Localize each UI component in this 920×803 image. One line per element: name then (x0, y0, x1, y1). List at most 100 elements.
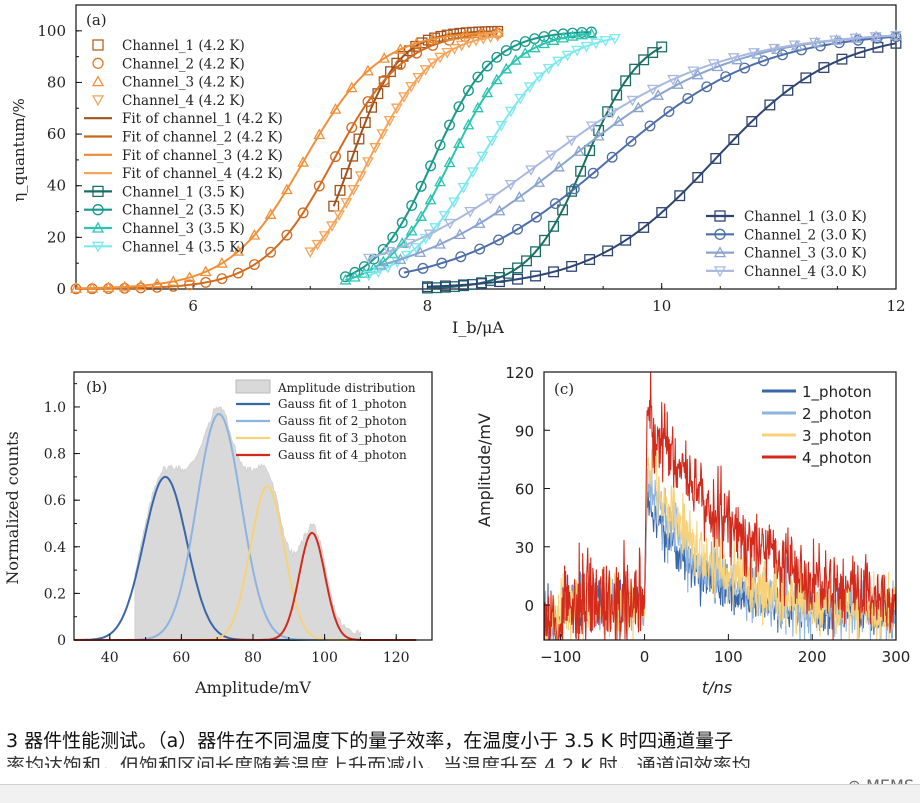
a-data-point (434, 52, 446, 64)
a-data-point (385, 66, 396, 78)
b-xlabel: Amplitude/mV (194, 678, 311, 697)
a-data-point (417, 262, 429, 274)
b-panel-label: (b) (86, 378, 107, 396)
a-data-point (374, 259, 387, 270)
c-legend-label: 4_photon (802, 449, 872, 468)
a-data-point (423, 229, 436, 241)
a-data-point (533, 72, 546, 84)
a-data-point (410, 37, 423, 48)
a-data-point (394, 253, 407, 264)
a-data-point (471, 101, 484, 113)
a-right-legend-marker (713, 246, 727, 258)
a-data-point (425, 160, 437, 172)
a-data-point (183, 271, 196, 282)
c-trace (543, 371, 897, 641)
a-data-point (403, 238, 416, 250)
a-data-point (326, 221, 338, 232)
a-data-point (504, 106, 517, 118)
a-data-point (443, 30, 455, 41)
a-series-line (368, 37, 616, 277)
a-data-point (484, 193, 497, 205)
a-data-point (467, 167, 479, 179)
a-ylabel: η_quantum/% (10, 98, 28, 202)
a-data-point (232, 267, 244, 279)
a-data-point (538, 37, 551, 49)
a-data-point (584, 254, 596, 265)
a-data-point (248, 259, 260, 270)
a-data-point (638, 221, 650, 233)
a-data-point (500, 62, 513, 74)
b-xtick-label: 80 (244, 650, 262, 666)
a-data-point (345, 81, 358, 93)
a-ytick-label: 20 (47, 228, 66, 246)
a-data-point (421, 281, 433, 293)
a-xlabel: I_b/μA (452, 318, 504, 337)
a-data-point (768, 43, 781, 55)
a-data-point (378, 74, 390, 86)
a-data-point (453, 137, 465, 148)
a-data-point (264, 208, 277, 219)
a-data-point (606, 108, 619, 119)
a-data-point (647, 47, 659, 58)
a-data-point (434, 175, 446, 187)
a-data-point (727, 53, 740, 64)
a-ytick-label: 40 (47, 177, 66, 195)
a-data-point (728, 134, 740, 146)
a-data-point (509, 54, 522, 65)
a-right-legend-label: Channel_3 (3.0 K) (744, 246, 867, 262)
a-data-point (491, 31, 504, 42)
b-xtick-label: 100 (311, 650, 338, 666)
a-left-legend-label: Fit of channel_2 (4.2 K) (122, 130, 283, 146)
a-xtick-label: 12 (886, 297, 905, 315)
a-data-point (405, 224, 418, 236)
a-data-point (788, 40, 801, 52)
a-data-point (764, 99, 776, 111)
a-left-legend-label: Fit of channel_4 (4.2 K) (122, 166, 283, 182)
a-data-point (427, 39, 439, 51)
a-left-legend-label: Channel_1 (4.2 K) (122, 38, 245, 54)
c-xlabel: t/ns (702, 678, 732, 697)
a-data-point (493, 234, 505, 246)
a-data-point (330, 151, 341, 163)
a-data-point (372, 267, 385, 278)
a-data-point (808, 37, 821, 49)
a-data-point (525, 165, 537, 176)
c-xtick-label: 100 (714, 648, 743, 666)
a-data-point (890, 30, 902, 42)
a-data-point (542, 63, 555, 75)
a-data-point (523, 82, 536, 94)
a-data-point (232, 245, 245, 256)
c-xtick-label: −100 (540, 648, 581, 666)
a-data-point (70, 282, 82, 293)
a-data-point (510, 39, 522, 51)
b-legend-label: Gauss fit of 4_photon (278, 448, 407, 462)
a-data-point (348, 271, 361, 282)
a-data-point (334, 184, 346, 196)
a-data-point (406, 200, 418, 211)
a-data-point (354, 171, 367, 182)
a-data-point (347, 185, 360, 196)
a-data-point (485, 136, 498, 147)
a-data-point (426, 32, 439, 44)
a-data-point (362, 64, 374, 76)
b-ytick-label: 0.6 (44, 493, 66, 509)
a-data-point (346, 122, 358, 133)
a-left-legend-marker (91, 75, 105, 87)
a-data-point (672, 78, 684, 89)
a-data-point (415, 210, 428, 221)
a-data-point (585, 26, 597, 38)
c-ytick-label: 60 (515, 481, 534, 499)
figure: 6 8 10 12020406080100I_b/μAη_quantum/%(a)Ch… (3, 4, 910, 697)
a-right-legend-marker (713, 266, 727, 278)
a-data-point (561, 50, 574, 62)
a-data-point (758, 55, 769, 67)
a-data-point (135, 282, 147, 294)
a-data-point (599, 36, 612, 47)
a-data-point (410, 243, 423, 254)
a-data-point (513, 190, 526, 202)
a-data-point (585, 121, 598, 133)
a-data-point (571, 45, 583, 57)
a-data-point (854, 47, 866, 58)
a-left-legend-label: Channel_1 (3.5 K) (122, 184, 245, 200)
a-ytick-label: 100 (37, 22, 66, 40)
